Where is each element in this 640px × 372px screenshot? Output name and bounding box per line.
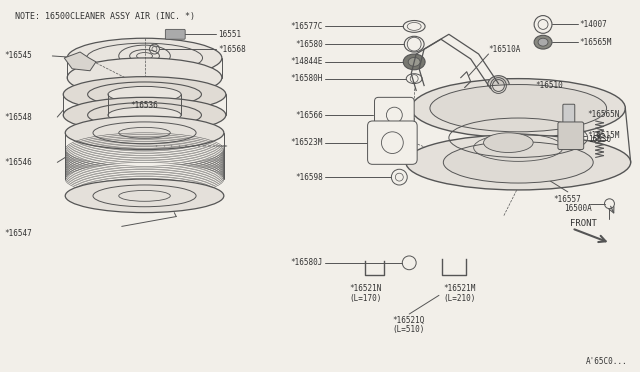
Text: *16536: *16536 xyxy=(131,101,159,110)
Text: (L=210): (L=210) xyxy=(443,294,476,303)
Text: *16515M: *16515M xyxy=(588,131,620,140)
Text: *16580: *16580 xyxy=(295,40,323,49)
Text: *16546: *16546 xyxy=(4,158,33,167)
Ellipse shape xyxy=(538,38,548,46)
Ellipse shape xyxy=(67,58,222,97)
Text: *16580J: *16580J xyxy=(291,258,323,267)
FancyBboxPatch shape xyxy=(165,29,185,39)
Text: NOTE: 16500CLEANER ASSY AIR (INC. *): NOTE: 16500CLEANER ASSY AIR (INC. *) xyxy=(15,12,195,21)
Text: *16598: *16598 xyxy=(295,173,323,182)
Ellipse shape xyxy=(119,45,170,67)
Text: (L=170): (L=170) xyxy=(349,294,382,303)
Text: *16521N: *16521N xyxy=(349,284,382,293)
Text: *16568: *16568 xyxy=(218,45,246,54)
Ellipse shape xyxy=(408,57,420,66)
Text: A'65C0...: A'65C0... xyxy=(586,357,627,366)
Ellipse shape xyxy=(444,142,593,183)
Ellipse shape xyxy=(108,86,181,102)
Text: *16565N: *16565N xyxy=(588,110,620,119)
FancyBboxPatch shape xyxy=(367,121,417,164)
Ellipse shape xyxy=(484,133,533,153)
Text: *16521Q: *16521Q xyxy=(392,315,425,324)
Ellipse shape xyxy=(93,122,196,144)
Text: *16547: *16547 xyxy=(4,229,33,238)
Text: *16577C: *16577C xyxy=(291,22,323,31)
Ellipse shape xyxy=(430,84,607,132)
Text: *16548: *16548 xyxy=(4,113,33,122)
Text: *16565M: *16565M xyxy=(580,38,612,46)
Ellipse shape xyxy=(488,76,509,95)
Ellipse shape xyxy=(412,78,625,138)
Text: *16566: *16566 xyxy=(295,110,323,119)
Ellipse shape xyxy=(63,77,226,112)
Text: *16580H: *16580H xyxy=(291,74,323,83)
Text: *14007: *14007 xyxy=(580,20,607,29)
Ellipse shape xyxy=(86,43,202,73)
Ellipse shape xyxy=(65,116,224,150)
Text: *16545: *16545 xyxy=(4,51,33,61)
Text: 16530: 16530 xyxy=(588,135,611,144)
Text: *16523M: *16523M xyxy=(291,138,323,147)
Text: *14844E: *14844E xyxy=(291,57,323,66)
Text: *16510: *16510 xyxy=(535,81,563,90)
Ellipse shape xyxy=(403,54,425,70)
Text: (L=510): (L=510) xyxy=(392,326,425,334)
Ellipse shape xyxy=(108,107,181,123)
Text: *16557: *16557 xyxy=(553,195,580,204)
Text: *16521M: *16521M xyxy=(443,284,476,293)
FancyBboxPatch shape xyxy=(374,97,414,133)
Text: *16510A: *16510A xyxy=(488,45,521,54)
Ellipse shape xyxy=(88,82,202,107)
Text: FRONT: FRONT xyxy=(570,219,596,228)
Ellipse shape xyxy=(534,35,552,49)
Text: 16500A: 16500A xyxy=(564,204,591,213)
Ellipse shape xyxy=(88,103,202,128)
Polygon shape xyxy=(64,52,96,71)
Ellipse shape xyxy=(65,179,224,212)
FancyBboxPatch shape xyxy=(563,104,575,124)
Ellipse shape xyxy=(63,97,226,133)
Ellipse shape xyxy=(406,135,630,190)
FancyBboxPatch shape xyxy=(558,122,584,150)
Ellipse shape xyxy=(93,185,196,207)
Ellipse shape xyxy=(67,38,222,78)
Text: 16551: 16551 xyxy=(218,30,241,39)
